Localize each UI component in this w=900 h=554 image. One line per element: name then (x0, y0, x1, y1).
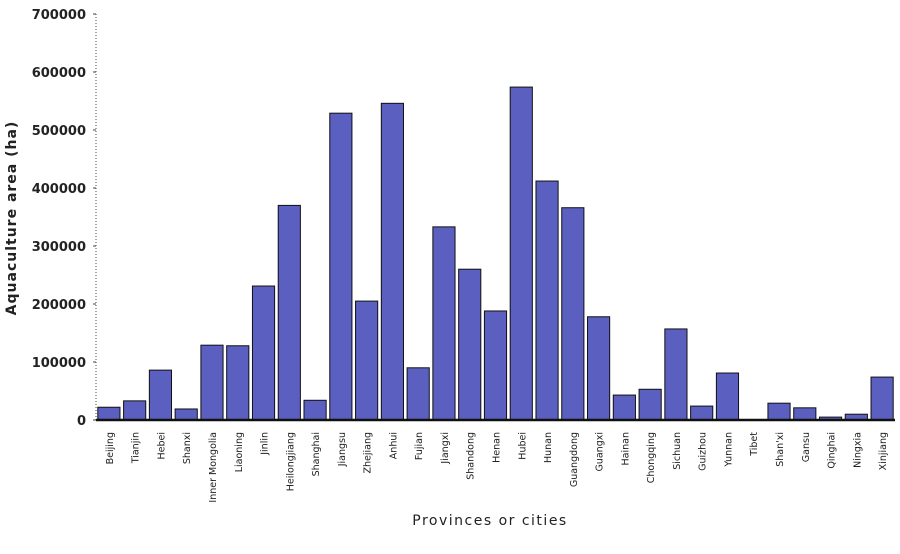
bars (97, 86, 894, 421)
bar-shanxi (174, 408, 198, 421)
y-tick-label: 200000 (32, 298, 86, 313)
x-tick-label: Heilongjiang (285, 432, 296, 491)
x-tick-label: Qinghai (827, 432, 838, 469)
x-tick-label: Ningxia (852, 432, 863, 468)
bar-jiangsu (329, 112, 353, 421)
x-axis: Beijing Tianjin Hebei Shanxi Inner Mongolia L… (96, 418, 895, 503)
x-tick-label: Inner Mongolia (208, 432, 219, 503)
bar-anhui (380, 102, 404, 421)
x-tick-label: Shan'xi (775, 432, 786, 467)
x-tick-label: Yunnan (723, 432, 734, 468)
bar-guangdong (561, 207, 585, 421)
bar-hubei (509, 86, 533, 421)
x-tick-label: Hebei (156, 432, 167, 460)
x-tick-label: Tibet (749, 432, 760, 457)
bar-hebei (148, 369, 173, 421)
x-tick-label: Anhui (388, 432, 399, 459)
bar-jiangxi (432, 226, 456, 421)
y-tick-label: 500000 (32, 124, 86, 139)
bar-jinlin (251, 285, 276, 421)
bar-shan-xi (767, 402, 791, 421)
bar-inner-mongolia (200, 344, 224, 421)
x-tick-label: Tianjin (131, 432, 142, 464)
y-tick-label: 600000 (32, 66, 86, 81)
x-tick-label: Hubei (517, 432, 528, 460)
bar-chongqing (638, 388, 662, 421)
bar-fujian (406, 367, 430, 421)
x-tick-label: Shandong (466, 432, 477, 480)
bar-tianjin (123, 400, 147, 421)
y-tick-label: 0 (77, 414, 86, 429)
x-tick-label: Zhejiang (363, 432, 374, 474)
x-tick-label: Gansu (801, 432, 812, 462)
x-tick-label: Liaoning (234, 432, 245, 472)
bar-henan (483, 310, 508, 421)
x-tick-label: Guangdong (569, 432, 580, 487)
bar-heilongjiang (277, 204, 301, 421)
x-tick-label: Hainan (620, 432, 631, 465)
bar-zhejiang (355, 300, 379, 421)
x-tick-label: Jiangsu (337, 432, 348, 467)
x-tick-label: Xinjiang (878, 432, 889, 470)
x-tick-label: Chongqing (646, 432, 657, 483)
bar-sichuan (664, 328, 688, 421)
y-axis: 0 100000 200000 300000 400000 500000 600000 700… (32, 8, 97, 429)
x-tick-label: Guangxi (595, 432, 606, 472)
bar-gansu (793, 407, 817, 421)
y-tick-label: 700000 (32, 8, 86, 23)
x-axis-label: Provinces or cities (412, 513, 567, 529)
x-tick-label: Shanxi (182, 432, 193, 464)
bar-yunnan (715, 372, 740, 421)
x-tick-label: Beijing (105, 432, 116, 464)
bar-shanghai (303, 399, 327, 421)
x-tick-label: Fujian (414, 432, 425, 460)
bar-beijing (97, 406, 121, 421)
y-tick-label: 400000 (32, 182, 86, 197)
bar-guizhou (690, 405, 714, 421)
x-tick-label: Shanghai (311, 432, 322, 476)
bar-liaoning (226, 345, 250, 421)
bar-xinjiang (870, 376, 894, 421)
y-axis-label: Aquaculture area (ha) (4, 121, 20, 316)
x-tick-label: Guizhou (698, 432, 709, 471)
y-tick-label: 100000 (32, 356, 86, 371)
x-tick-label: Jinlin (260, 432, 271, 456)
x-tick-label: Hunan (543, 432, 554, 463)
bar-hainan (612, 394, 636, 421)
x-tick-label: Henan (492, 432, 503, 463)
bar-guangxi (587, 316, 611, 421)
x-tick-label: Sichuan (672, 432, 683, 470)
bar-hunan (535, 180, 559, 421)
y-tick-label: 300000 (32, 240, 86, 255)
x-tick-label: Jiangxi (440, 432, 451, 465)
bar-shandong (458, 268, 482, 421)
